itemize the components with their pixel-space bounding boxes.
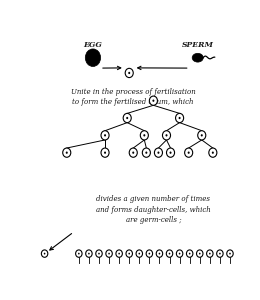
Circle shape xyxy=(140,131,148,140)
Circle shape xyxy=(128,253,130,254)
Circle shape xyxy=(145,152,147,154)
Circle shape xyxy=(149,96,157,105)
Circle shape xyxy=(154,148,162,157)
Circle shape xyxy=(136,250,142,257)
Circle shape xyxy=(126,250,132,257)
Circle shape xyxy=(128,72,130,74)
Circle shape xyxy=(78,253,80,254)
Text: SPERM: SPERM xyxy=(182,41,214,49)
Circle shape xyxy=(101,148,109,157)
Circle shape xyxy=(118,253,120,254)
Circle shape xyxy=(106,250,112,257)
Circle shape xyxy=(123,113,131,123)
Circle shape xyxy=(179,253,180,254)
Ellipse shape xyxy=(192,53,203,62)
Circle shape xyxy=(198,131,206,140)
Circle shape xyxy=(179,117,181,119)
Circle shape xyxy=(199,253,200,254)
Circle shape xyxy=(188,152,190,154)
Circle shape xyxy=(44,253,45,254)
Text: divides a given number of times
and forms daughter-cells, which
are germ-cells ;: divides a given number of times and form… xyxy=(96,195,211,224)
Circle shape xyxy=(229,253,231,254)
Circle shape xyxy=(209,148,217,157)
Circle shape xyxy=(139,253,140,254)
Circle shape xyxy=(159,253,160,254)
Circle shape xyxy=(207,250,213,257)
Circle shape xyxy=(166,148,174,157)
Circle shape xyxy=(41,250,48,257)
Circle shape xyxy=(132,152,134,154)
Circle shape xyxy=(63,148,71,157)
Circle shape xyxy=(156,250,163,257)
Circle shape xyxy=(170,152,172,154)
Circle shape xyxy=(176,113,184,123)
Circle shape xyxy=(189,253,191,254)
Circle shape xyxy=(146,250,153,257)
Circle shape xyxy=(125,68,133,78)
Circle shape xyxy=(166,250,173,257)
Circle shape xyxy=(126,117,128,119)
Circle shape xyxy=(143,134,145,136)
Circle shape xyxy=(104,152,106,154)
Circle shape xyxy=(142,148,150,157)
Circle shape xyxy=(85,49,101,67)
Circle shape xyxy=(197,250,203,257)
Circle shape xyxy=(101,131,109,140)
Circle shape xyxy=(88,253,90,254)
Circle shape xyxy=(86,250,92,257)
Circle shape xyxy=(116,250,122,257)
Circle shape xyxy=(209,253,211,254)
Circle shape xyxy=(212,152,214,154)
Circle shape xyxy=(148,253,150,254)
Circle shape xyxy=(152,100,154,102)
Circle shape xyxy=(98,253,100,254)
Circle shape xyxy=(129,148,137,157)
Circle shape xyxy=(169,253,170,254)
Circle shape xyxy=(108,253,110,254)
Circle shape xyxy=(166,134,167,136)
Circle shape xyxy=(162,131,171,140)
Circle shape xyxy=(104,134,106,136)
Text: Unite in the process of fertilisation
to form the fertilised ovum, which: Unite in the process of fertilisation to… xyxy=(71,88,196,106)
Circle shape xyxy=(158,152,159,154)
Circle shape xyxy=(186,250,193,257)
Circle shape xyxy=(219,253,221,254)
Circle shape xyxy=(227,250,233,257)
Circle shape xyxy=(96,250,102,257)
Circle shape xyxy=(217,250,223,257)
Circle shape xyxy=(201,134,203,136)
Circle shape xyxy=(185,148,193,157)
Text: EGG: EGG xyxy=(83,41,102,49)
Circle shape xyxy=(76,250,82,257)
Circle shape xyxy=(176,250,183,257)
Circle shape xyxy=(66,152,68,154)
